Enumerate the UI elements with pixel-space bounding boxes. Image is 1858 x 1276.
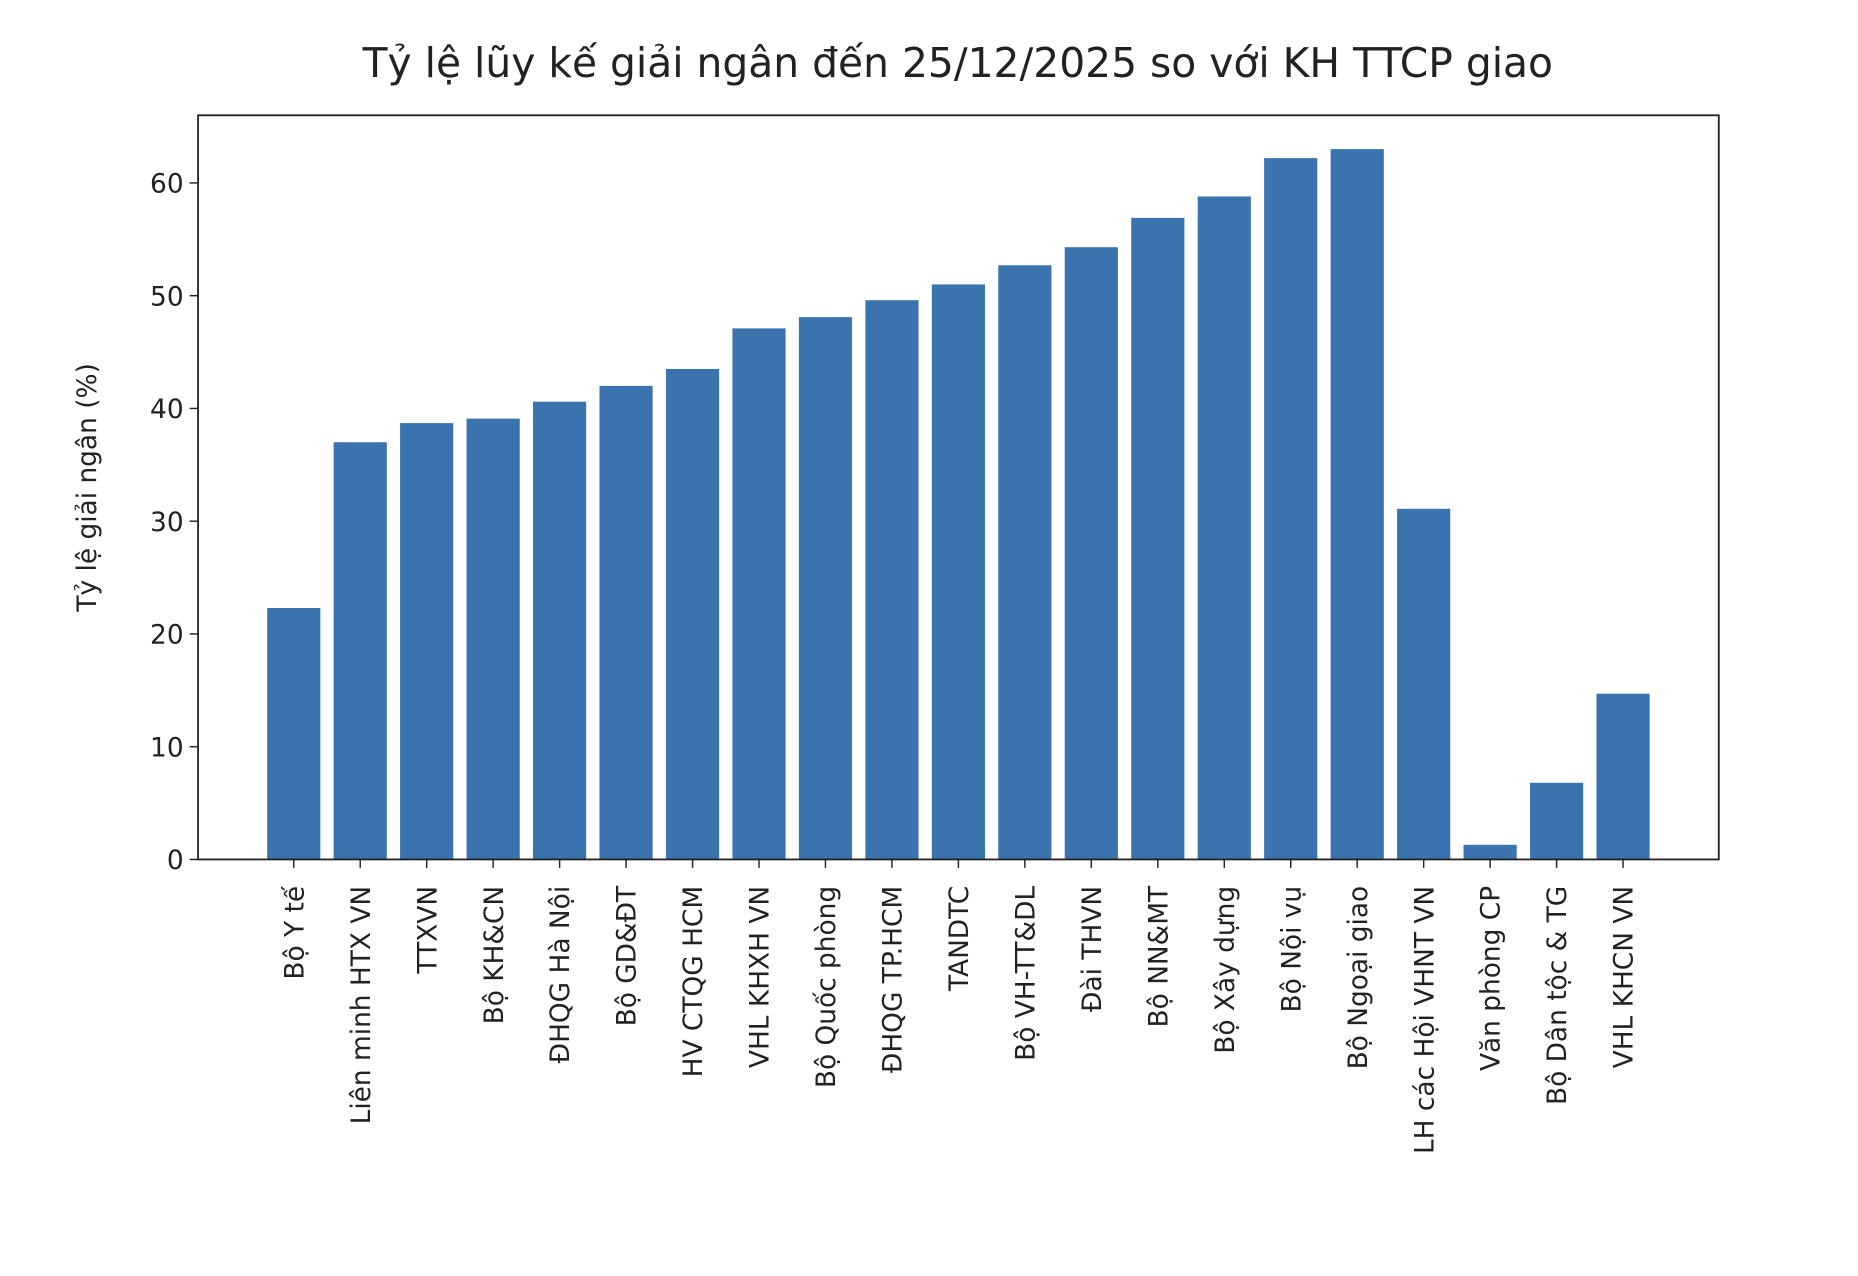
- bar: [1330, 149, 1384, 860]
- x-tick-label: HV CTQG HCM: [678, 886, 709, 1077]
- x-tick-label: TANDTC: [944, 886, 975, 992]
- x-tick-label: Bộ Dân tộc & TG: [1542, 886, 1573, 1105]
- bar: [1131, 217, 1185, 860]
- bar: [466, 418, 520, 860]
- x-tick-label: Văn phòng CP: [1476, 886, 1507, 1071]
- y-axis-label: Tỷ lệ giải ngân (%): [72, 363, 103, 613]
- chart-title: Tỷ lệ lũy kế giải ngân đến 25/12/2025 so…: [362, 39, 1553, 87]
- x-tick-label: Bộ NN&MT: [1143, 885, 1174, 1027]
- bar: [1197, 196, 1251, 860]
- x-tick-label: Bộ KH&CN: [479, 886, 510, 1025]
- bar: [533, 401, 587, 860]
- bar: [732, 328, 786, 860]
- x-tick-label: LH các Hội VHNT VN: [1409, 886, 1440, 1154]
- y-tick-label: 40: [150, 394, 184, 425]
- bar: [798, 317, 853, 860]
- bar: [267, 608, 321, 860]
- bar: [1463, 844, 1517, 860]
- bar: [998, 265, 1052, 860]
- x-tick-label: Bộ Ngoại giao: [1343, 886, 1374, 1070]
- x-tick-label: ĐHQG Hà Nội: [545, 886, 576, 1064]
- y-tick-label: 30: [150, 507, 184, 538]
- plot-frame: [197, 114, 1720, 861]
- bar: [1264, 158, 1318, 860]
- bar: [333, 442, 387, 860]
- y-tick-label: 20: [150, 620, 184, 651]
- x-tick-label: ĐHQG TP.HCM: [878, 886, 909, 1073]
- bar: [1064, 247, 1118, 860]
- bar: [665, 368, 720, 860]
- x-tick-label: Liên minh HTX VN: [346, 886, 377, 1125]
- x-tick-label: Bộ VH-TT&DL: [1010, 886, 1041, 1061]
- x-tick-label: Bộ Nội vụ: [1276, 886, 1307, 1013]
- bar: [1397, 508, 1451, 860]
- bar: [931, 284, 985, 860]
- bar: [865, 300, 919, 860]
- bar: [1596, 693, 1650, 860]
- y-tick-label: 0: [167, 845, 184, 876]
- bar: [1530, 782, 1584, 860]
- y-tick-label: 50: [150, 281, 184, 312]
- x-tick-label: VHL KHXH VN: [745, 886, 776, 1068]
- x-tick-label: Đài THVN: [1077, 886, 1108, 1012]
- x-tick-label: Bộ GD&ĐT: [612, 885, 643, 1026]
- bar: [400, 423, 454, 860]
- bar: [599, 385, 653, 860]
- y-tick-label: 10: [150, 732, 184, 763]
- x-tick-label: TTXVN: [412, 886, 443, 975]
- y-tick-label: 60: [150, 169, 184, 200]
- x-tick-label: Bộ Quốc phòng: [811, 886, 842, 1088]
- x-tick-label: Bộ Y tế: [279, 885, 310, 979]
- x-tick-label: VHL KHCN VN: [1609, 886, 1640, 1069]
- x-tick-label: Bộ Xây dựng: [1210, 886, 1241, 1054]
